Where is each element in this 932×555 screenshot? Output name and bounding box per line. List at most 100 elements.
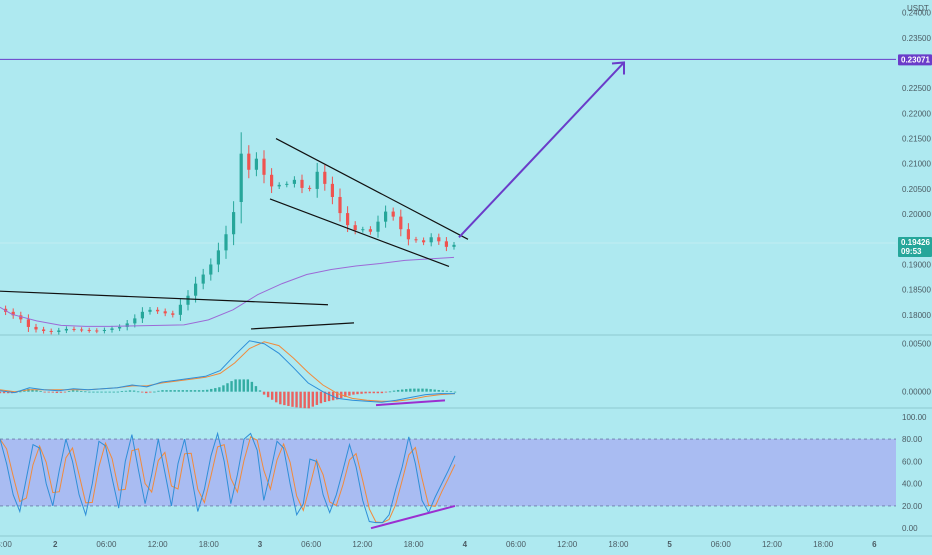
candle[interactable] — [254, 152, 258, 177]
candle[interactable] — [429, 233, 433, 247]
trendline[interactable] — [269, 198, 450, 268]
candle[interactable] — [437, 233, 441, 245]
candle-body — [42, 329, 46, 331]
candle[interactable] — [308, 185, 312, 192]
candle[interactable] — [110, 325, 114, 333]
candle-body — [338, 196, 342, 214]
macd-histogram-bar — [132, 390, 136, 392]
trendline[interactable] — [250, 322, 355, 330]
candle[interactable] — [72, 326, 76, 332]
macd-line — [0, 340, 455, 403]
candle[interactable] — [452, 242, 456, 250]
candle[interactable] — [57, 327, 61, 335]
candle[interactable] — [209, 258, 213, 281]
macd-histogram-bar — [376, 391, 380, 394]
candle[interactable] — [270, 168, 274, 194]
macd-histogram-bar — [193, 390, 197, 392]
candle[interactable] — [414, 236, 418, 243]
macd-histogram-bar — [400, 389, 404, 392]
candle[interactable] — [140, 307, 144, 324]
candle-body — [247, 153, 251, 170]
candle[interactable] — [95, 328, 99, 334]
candle[interactable] — [353, 221, 357, 235]
candle[interactable] — [300, 174, 304, 194]
candle[interactable] — [376, 215, 380, 238]
candle[interactable] — [277, 182, 281, 190]
candle[interactable] — [247, 145, 251, 179]
candle[interactable] — [361, 226, 365, 233]
macd-histogram-bar — [279, 391, 282, 405]
candle[interactable] — [148, 306, 152, 315]
projection-arrow[interactable] — [458, 61, 625, 238]
candle[interactable] — [315, 162, 319, 198]
candle[interactable] — [224, 225, 228, 259]
macd-histogram-bar — [201, 390, 205, 392]
macd-histogram-bar — [344, 391, 347, 397]
candle[interactable] — [399, 209, 403, 237]
candle[interactable] — [133, 314, 137, 328]
trendline[interactable] — [275, 138, 469, 240]
candle[interactable] — [292, 176, 296, 188]
macd-histogram-bar — [43, 391, 46, 393]
candles[interactable] — [0, 132, 456, 335]
macd-histogram-bar — [67, 391, 71, 392]
candle[interactable] — [42, 326, 46, 334]
candle[interactable] — [156, 307, 160, 314]
candle[interactable] — [11, 308, 15, 319]
macd-histogram-bar — [177, 390, 180, 392]
candle[interactable] — [239, 132, 243, 224]
rsi-divergence-line[interactable] — [370, 504, 456, 530]
candle-body — [64, 328, 68, 331]
candle[interactable] — [201, 268, 205, 290]
macd-tick-label: 0.00000 — [902, 388, 931, 397]
macd-histogram-bar — [396, 389, 400, 392]
candle[interactable] — [391, 207, 395, 221]
candle-body — [201, 274, 205, 284]
candle[interactable] — [194, 276, 198, 303]
candle[interactable] — [163, 308, 167, 317]
candle[interactable] — [49, 328, 53, 335]
macd-histogram-bar — [352, 391, 355, 395]
candle[interactable] — [34, 323, 38, 333]
macd-histogram-bar — [409, 388, 412, 392]
candle[interactable] — [406, 223, 410, 246]
candle-body — [171, 313, 175, 315]
macd-histogram-bar — [234, 379, 237, 392]
candle[interactable] — [186, 290, 190, 311]
candle[interactable] — [178, 298, 182, 321]
candle-body — [376, 221, 380, 232]
candle[interactable] — [19, 311, 23, 324]
candle[interactable] — [64, 326, 68, 334]
time-tick-label: 4 — [463, 540, 468, 549]
candle[interactable] — [216, 242, 220, 273]
candle[interactable] — [262, 150, 266, 184]
last-price-badge — [898, 237, 932, 258]
candle[interactable] — [171, 310, 175, 318]
candle[interactable] — [368, 226, 372, 235]
macd-divergence-line[interactable] — [375, 399, 446, 407]
candle[interactable] — [232, 201, 236, 246]
candle[interactable] — [422, 237, 426, 246]
candle[interactable] — [80, 327, 84, 333]
candle[interactable] — [285, 181, 289, 188]
projection-arrow-head — [611, 61, 625, 75]
candle[interactable] — [323, 164, 327, 191]
candle[interactable] — [384, 205, 388, 228]
candle[interactable] — [118, 324, 122, 332]
candle[interactable] — [330, 176, 334, 205]
candle-body — [308, 187, 312, 189]
candle[interactable] — [338, 188, 342, 222]
macd-histogram-bar — [149, 391, 152, 393]
candle[interactable] — [125, 319, 129, 331]
candle[interactable] — [444, 237, 448, 252]
candle[interactable] — [87, 327, 91, 333]
candle-body — [444, 241, 448, 247]
candle-body — [232, 212, 236, 235]
candle-body — [87, 329, 91, 331]
macd-histogram-bar — [88, 391, 91, 393]
candle[interactable] — [102, 327, 106, 334]
candle[interactable] — [26, 314, 30, 332]
trendline[interactable] — [0, 290, 329, 306]
